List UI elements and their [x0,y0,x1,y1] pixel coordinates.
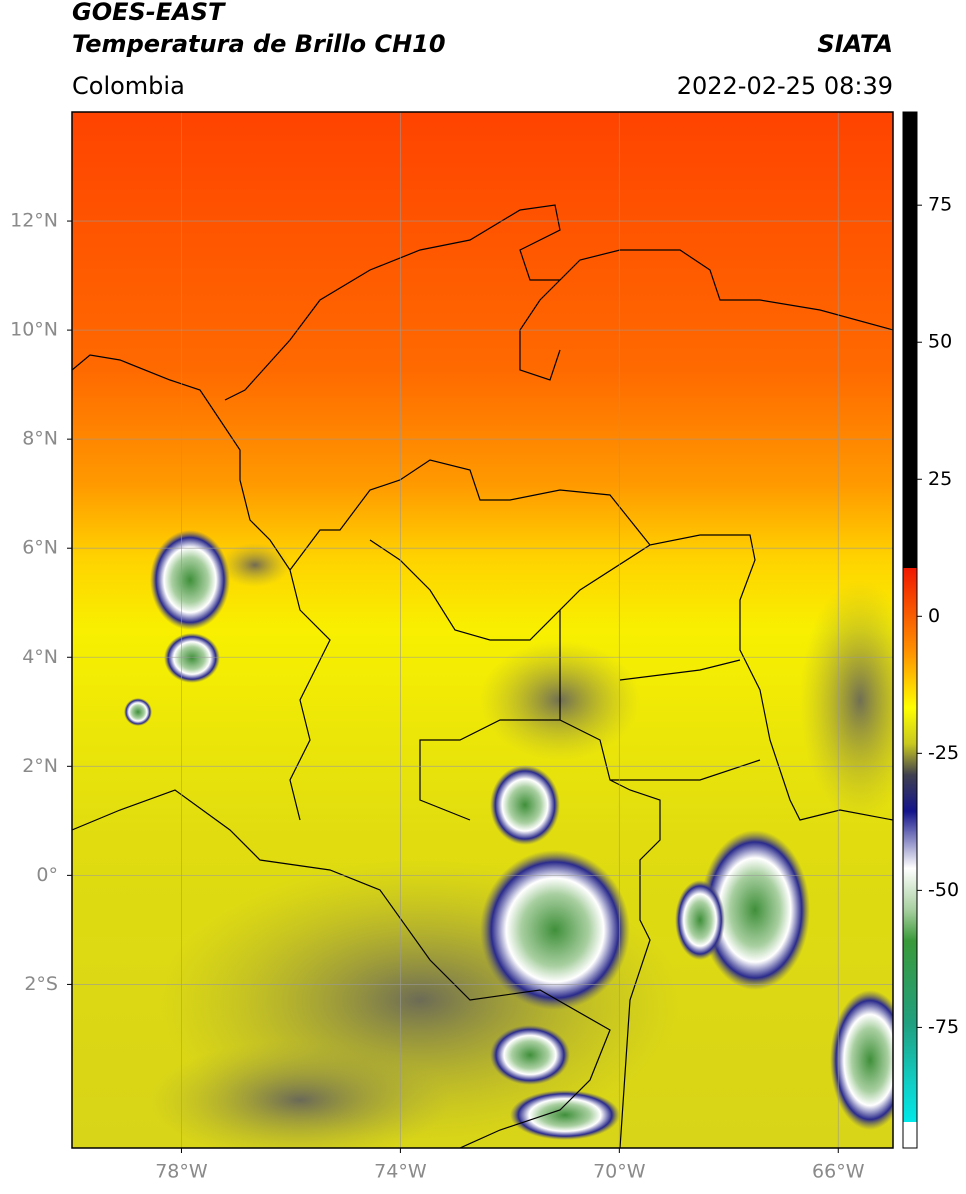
y-tick-label: 12°N [10,210,58,232]
y-tick-label: 8°N [22,428,58,450]
x-tick-label: 70°W [593,1161,646,1183]
colorbar-tick-label: 50 [928,331,952,353]
colorbar-tick-label: 25 [928,468,952,490]
cloud [490,1025,570,1085]
colorbar-tick-label: -50 [928,879,959,901]
cloud [830,990,893,1130]
cloud [164,633,220,683]
cloud [700,830,810,990]
datetime: 2022-02-25 08:39 [677,72,893,100]
y-tick-label: 2°S [24,973,58,995]
cloud [510,1090,620,1140]
x-tick-label: 66°W [812,1161,865,1183]
cloud [124,698,152,726]
colorbar-tick-label: 0 [928,605,940,627]
haze [220,543,290,587]
colorbar-tick-label: 75 [928,194,952,216]
title-line2: Temperatura de Brillo CH10 [72,30,446,58]
colorbar [902,111,918,1149]
cloud [675,880,725,960]
colorbar-tick-label: -25 [928,742,959,764]
region: Colombia [72,72,185,100]
y-tick-label: 10°N [10,319,58,341]
y-tick-label: 6°N [22,537,58,559]
gridlines [72,112,893,1148]
cloud [480,850,630,1010]
haze [150,1040,450,1148]
colorbar-tick-label: -75 [928,1016,959,1038]
title-line1: GOES-EAST [72,0,226,26]
x-tick-label: 78°W [155,1161,208,1183]
y-tick-label: 0° [36,864,58,886]
x-tick-label: 74°W [374,1161,427,1183]
imagery [72,112,893,1148]
cloud [490,765,560,845]
source: SIATA [817,30,893,58]
cloud [150,530,230,630]
haze [800,580,893,820]
y-tick-label: 2°N [22,755,58,777]
y-tick-label: 4°N [22,646,58,668]
map-frame [71,111,894,1149]
